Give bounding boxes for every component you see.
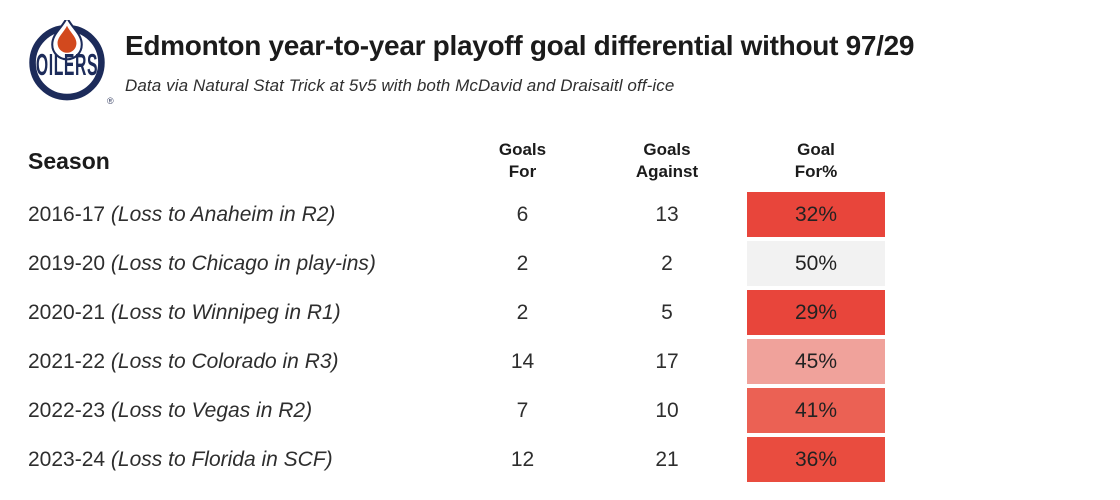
page-subtitle: Data via Natural Stat Trick at 5v5 with … xyxy=(125,75,675,95)
goal-for-pct-cell: 32% xyxy=(747,192,885,237)
title-block: Edmonton year-to-year playoff goal diffe… xyxy=(125,30,1105,96)
season-year: 2016-17 xyxy=(28,202,106,226)
season-label: 2021-22 (Loss to Colorado in R3) xyxy=(28,350,445,374)
table-row: 2021-22 (Loss to Colorado in R3) 14 17 4… xyxy=(28,337,898,386)
season-note: (Loss to Florida in SCF) xyxy=(110,447,333,471)
season-year: 2020-21 xyxy=(28,300,106,324)
season-note: (Loss to Vegas in R2) xyxy=(110,398,313,422)
registered-trademark: ® xyxy=(107,96,114,106)
oilers-logo: OILERS ® xyxy=(26,20,120,114)
goals-against-value: 17 xyxy=(655,349,679,373)
season-label: 2020-21 (Loss to Winnipeg in R1) xyxy=(28,301,445,325)
goals-against-value: 5 xyxy=(661,300,673,324)
table-row: 2016-17 (Loss to Anaheim in R2) 6 13 32% xyxy=(28,190,898,239)
column-header-goals-for: Goals For xyxy=(498,139,547,181)
season-year: 2019-20 xyxy=(28,251,106,275)
goals-for-value: 14 xyxy=(510,349,535,373)
season-label: 2023-24 (Loss to Florida in SCF) xyxy=(28,448,445,472)
column-header-goal-for-pct: Goal For% xyxy=(794,139,838,181)
goals-for-value: 7 xyxy=(516,398,529,422)
season-note: (Loss to Winnipeg in R1) xyxy=(110,300,341,324)
goal-for-pct-cell: 29% xyxy=(747,290,885,335)
goal-for-pct-cell: 36% xyxy=(747,437,885,482)
column-header-season: Season xyxy=(28,147,110,174)
table-row: 2020-21 (Loss to Winnipeg in R1) 2 5 29% xyxy=(28,288,898,337)
season-label: 2016-17 (Loss to Anaheim in R2) xyxy=(28,203,445,227)
goal-for-pct-cell: 50% xyxy=(747,241,885,286)
table-header-row: Season Goals For Goals Against Goal For% xyxy=(28,132,898,190)
goal-differential-table: Season Goals For Goals Against Goal For%… xyxy=(28,132,898,484)
goal-for-pct-cell: 45% xyxy=(747,339,885,384)
season-year: 2022-23 xyxy=(28,398,106,422)
goals-against-value: 21 xyxy=(655,447,679,471)
table-row: 2023-24 (Loss to Florida in SCF) 12 21 3… xyxy=(28,435,898,484)
season-note: (Loss to Chicago in play-ins) xyxy=(110,251,376,275)
table-row: 2019-20 (Loss to Chicago in play-ins) 2 … xyxy=(28,239,898,288)
season-label: 2019-20 (Loss to Chicago in play-ins) xyxy=(28,252,445,276)
goals-for-value: 2 xyxy=(516,251,529,275)
season-year: 2023-24 xyxy=(28,447,106,471)
page-title: Edmonton year-to-year playoff goal diffe… xyxy=(125,30,915,61)
goals-against-value: 13 xyxy=(655,202,679,226)
season-label: 2022-23 (Loss to Vegas in R2) xyxy=(28,399,445,423)
svg-text:OILERS: OILERS xyxy=(36,49,98,83)
oilers-logo-icon: OILERS xyxy=(29,20,105,101)
goals-against-value: 2 xyxy=(661,251,673,275)
season-year: 2021-22 xyxy=(28,349,106,373)
goals-for-value: 6 xyxy=(516,202,529,226)
goals-for-value: 12 xyxy=(510,447,535,471)
table-row: 2022-23 (Loss to Vegas in R2) 7 10 41% xyxy=(28,386,898,435)
goals-for-value: 2 xyxy=(516,300,529,324)
column-header-goals-against: Goals Against xyxy=(635,139,699,181)
season-note: (Loss to Colorado in R3) xyxy=(110,349,339,373)
goals-against-value: 10 xyxy=(655,398,679,422)
goal-for-pct-cell: 41% xyxy=(747,388,885,433)
season-note: (Loss to Anaheim in R2) xyxy=(110,202,336,226)
